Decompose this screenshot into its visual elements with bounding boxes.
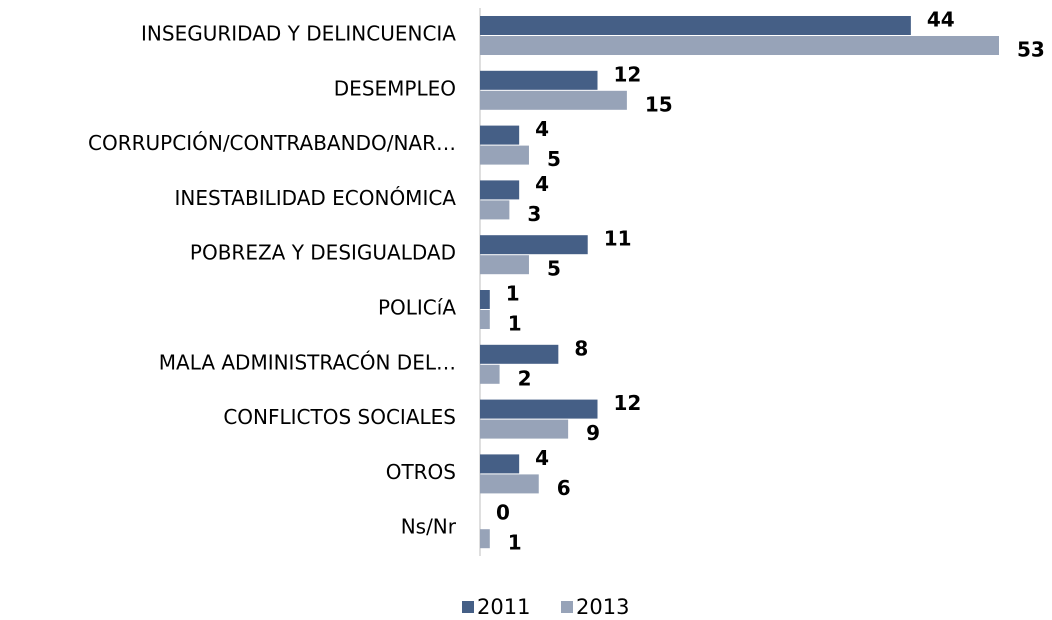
value-label: 12 [614,62,642,86]
value-label: 2 [518,366,532,390]
bar [480,399,598,419]
value-label: 3 [527,202,541,226]
bar [480,255,529,275]
value-label: 4 [535,172,549,196]
legend-swatch [462,601,474,613]
value-label: 1 [508,531,522,555]
bar [480,290,490,309]
category-label: INESTABILIDAD ECONÓMICA [174,186,456,210]
bar [480,180,520,200]
bar [480,454,520,474]
value-label: 44 [927,8,955,32]
value-label: 6 [557,476,571,500]
bar [480,90,627,110]
legend-label: 2013 [576,595,629,619]
value-label: 8 [574,336,588,360]
bar [480,16,911,35]
bar [480,474,539,494]
category-label: POBREZA Y DESIGUALDAD [190,241,456,265]
value-label: 1 [506,282,520,306]
category-label: CONFLICTOS SOCIALES [223,405,456,429]
category-label: CORRUPCIÓN/CONTRABANDO/NAR… [88,131,456,155]
value-label: 5 [547,257,561,281]
value-label: 9 [586,421,600,445]
bar [480,125,520,145]
value-label: 5 [547,147,561,171]
value-label: 4 [535,117,549,141]
bar [480,145,529,165]
value-label: 1 [508,312,522,336]
bar [480,36,999,55]
value-label: 12 [614,391,642,415]
bar [480,364,500,384]
legend-label: 2011 [477,595,530,619]
category-label: OTROS [386,460,456,484]
value-label: 53 [1017,38,1045,62]
bar [480,419,569,439]
value-label: 11 [604,227,632,251]
category-label: INSEGURIDAD Y DELINCUENCIA [141,22,456,46]
bar [480,310,490,329]
bar [480,70,598,90]
category-label: MALA ADMINISTRACÓN DEL… [159,350,456,374]
value-label: 4 [535,446,549,470]
category-label: POLICíA [378,296,456,320]
value-label: 0 [496,501,510,525]
bar [480,235,588,255]
bar [480,529,490,549]
category-label: Ns/Nr [401,515,457,539]
value-label: 15 [645,92,673,116]
bar [480,200,510,220]
bar [480,344,559,364]
category-label: DESEMPLEO [334,76,456,100]
legend-swatch [561,601,573,613]
